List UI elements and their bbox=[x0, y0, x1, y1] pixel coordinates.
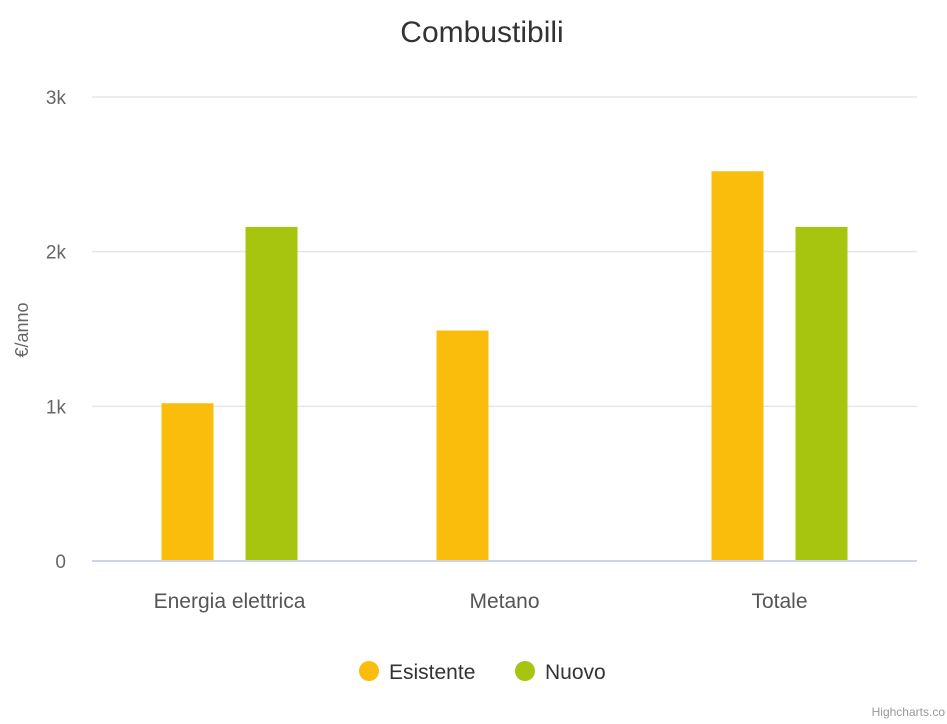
legend-item-nuovo[interactable]: Nuovo bbox=[515, 661, 606, 684]
bar-esistente-1[interactable] bbox=[161, 403, 214, 561]
bar-esistente-3[interactable] bbox=[711, 171, 764, 562]
x-tick-label: Totale bbox=[751, 590, 807, 613]
gridlines bbox=[92, 96, 917, 408]
credits-link[interactable]: Highcharts.co bbox=[872, 705, 946, 719]
y-tick-label: 0 bbox=[55, 552, 66, 573]
y-tick-label: 1k bbox=[46, 397, 67, 418]
y-tick-label: 3k bbox=[46, 88, 67, 109]
x-tick-label: Energia elettrica bbox=[154, 590, 306, 613]
legend-item-esistente[interactable]: Esistente bbox=[359, 661, 475, 684]
legend: Esistente Nuovo bbox=[359, 661, 606, 684]
x-axis-ticks: Energia elettrica Metano Totale bbox=[154, 590, 808, 613]
x-tick-label: Metano bbox=[469, 590, 539, 613]
legend-symbol bbox=[359, 661, 379, 681]
y-tick-label: 2k bbox=[46, 243, 67, 264]
chart-title: Combustibili bbox=[400, 16, 563, 49]
y-axis-ticks: 0 1k 2k 3k bbox=[46, 88, 67, 573]
bar-nuovo-3[interactable] bbox=[795, 226, 848, 562]
legend-label: Esistente bbox=[389, 661, 475, 684]
bars bbox=[161, 171, 848, 562]
legend-label: Nuovo bbox=[545, 661, 606, 684]
bar-nuovo-1[interactable] bbox=[245, 226, 298, 562]
y-axis-label: €/anno bbox=[12, 302, 32, 357]
bar-esistente-2[interactable] bbox=[436, 330, 489, 561]
legend-symbol bbox=[515, 661, 535, 681]
